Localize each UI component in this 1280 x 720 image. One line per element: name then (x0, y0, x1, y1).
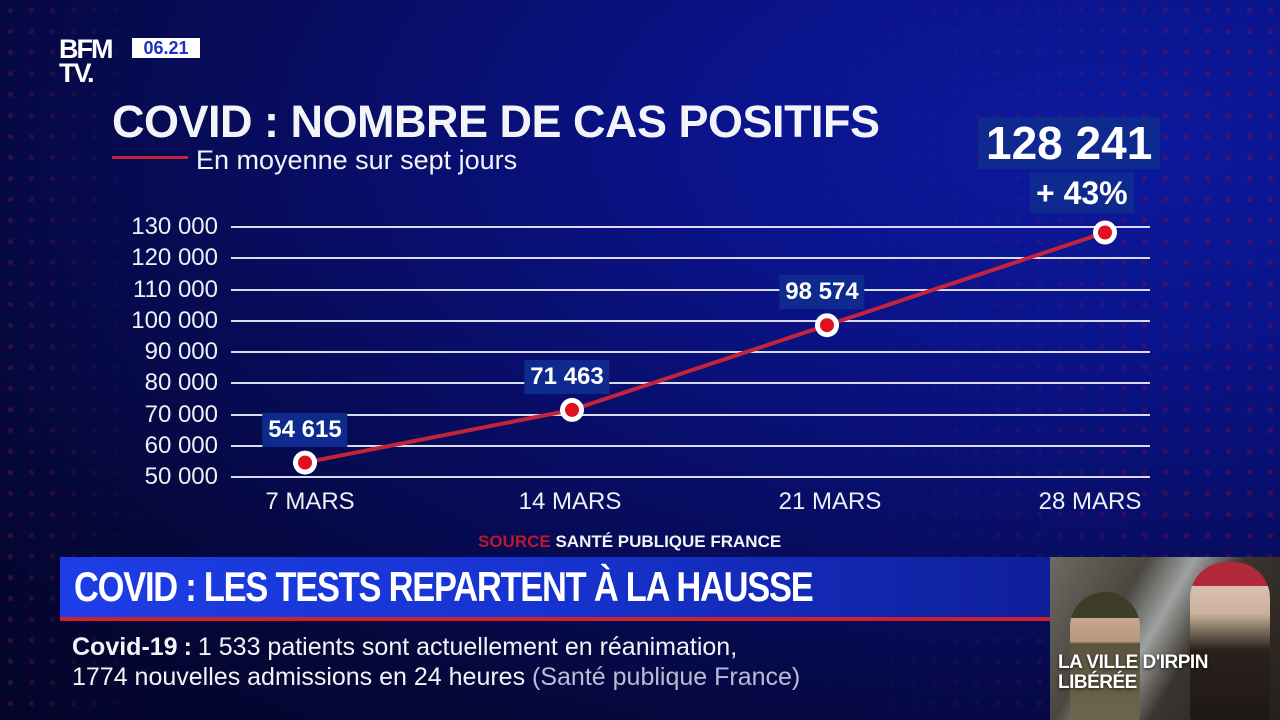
y-tick-label: 90 000 (144, 338, 218, 365)
bfmtv-logo: BFM TV. (59, 34, 114, 88)
thumbnail-caption: LA VILLE D'IRPIN LIBÉRÉE (1058, 653, 1208, 693)
y-tick-label: 70 000 (144, 400, 218, 428)
y-tick-label: 80 000 (144, 369, 218, 397)
data-point-marker-core (1098, 225, 1112, 240)
data-point-label: 71 463 (524, 359, 610, 394)
ticker-line-2: 1774 nouvelles admissions en 24 heures (… (72, 662, 800, 692)
ticker-topic: Covid-19 (72, 633, 178, 661)
series-line (303, 230, 1107, 465)
thumbnail-caption-line-2: LIBÉRÉE (1058, 672, 1137, 693)
gridline (231, 257, 1150, 260)
ticker-text-1: 1 533 patients sont actuellement en réan… (197, 633, 738, 661)
ticker-separator: : (183, 633, 192, 661)
source-text: SANTÉ PUBLIQUE FRANCE (555, 532, 782, 551)
y-tick-label: 110 000 (133, 275, 218, 303)
logo-line-2: TV. (59, 58, 95, 88)
headline-text: COVID : LES TESTS REPARTENT À LA HAUSSE (74, 563, 814, 610)
x-tick-label: 14 MARS (518, 488, 622, 515)
chart-subtitle: En moyenne sur sept jours (196, 145, 518, 175)
y-tick-label: 50 000 (144, 463, 218, 490)
gridline (231, 413, 1150, 416)
data-point-label: 98 574 (779, 275, 865, 310)
percent-change-callout: + 43% (1030, 173, 1134, 213)
thumbnail-woman-figure (1190, 562, 1270, 720)
x-tick-label: 28 MARS (1038, 488, 1142, 515)
data-point-label: 54 615 (262, 412, 348, 447)
ticker-line-1: Covid-19:1 533 patients sont actuellemen… (72, 632, 800, 662)
y-tick-label: 130 000 (131, 213, 218, 240)
related-story-thumbnail[interactable]: LA VILLE D'IRPIN LIBÉRÉE (1050, 557, 1280, 720)
legend-line-swatch (112, 156, 188, 159)
logo-line-1: BFM (59, 34, 114, 64)
data-point-marker-core (820, 318, 834, 333)
chart-title: COVID : NOMBRE DE CAS POSITIFS (112, 96, 880, 147)
gridline (231, 319, 1150, 322)
data-point-markers (293, 220, 1117, 475)
headline-banner: COVID : LES TESTS REPARTENT À LA HAUSSE (60, 557, 1050, 621)
data-point-marker-core (565, 402, 579, 417)
gridline (231, 288, 1150, 291)
gridline (231, 444, 1150, 447)
y-tick-label: 120 000 (131, 244, 218, 272)
thumbnail-caption-line-1: LA VILLE D'IRPIN (1058, 652, 1208, 673)
news-ticker: Covid-19:1 533 patients sont actuellemen… (72, 632, 800, 692)
x-tick-label: 7 MARS (265, 488, 355, 515)
x-tick-label: 21 MARS (778, 488, 882, 515)
thumbnail-soldier-figure (1070, 592, 1140, 720)
y-tick-label: 100 000 (131, 306, 218, 334)
gridline (231, 226, 1150, 228)
gridline (231, 476, 1150, 478)
on-air-clock: 06.21 (132, 38, 200, 58)
source-credit: SOURCE SANTÉ PUBLIQUE FRANCE (478, 532, 781, 552)
ticker-text-2: 1774 nouvelles admissions en 24 heures (72, 663, 526, 691)
latest-value-callout: 128 241 (978, 117, 1161, 169)
gridline (231, 382, 1150, 385)
y-tick-label: 60 000 (144, 431, 218, 459)
data-point-marker-core (298, 455, 312, 470)
gridline (231, 351, 1150, 353)
ticker-credit: (Santé publique France) (532, 663, 801, 691)
source-label: SOURCE (478, 532, 551, 551)
